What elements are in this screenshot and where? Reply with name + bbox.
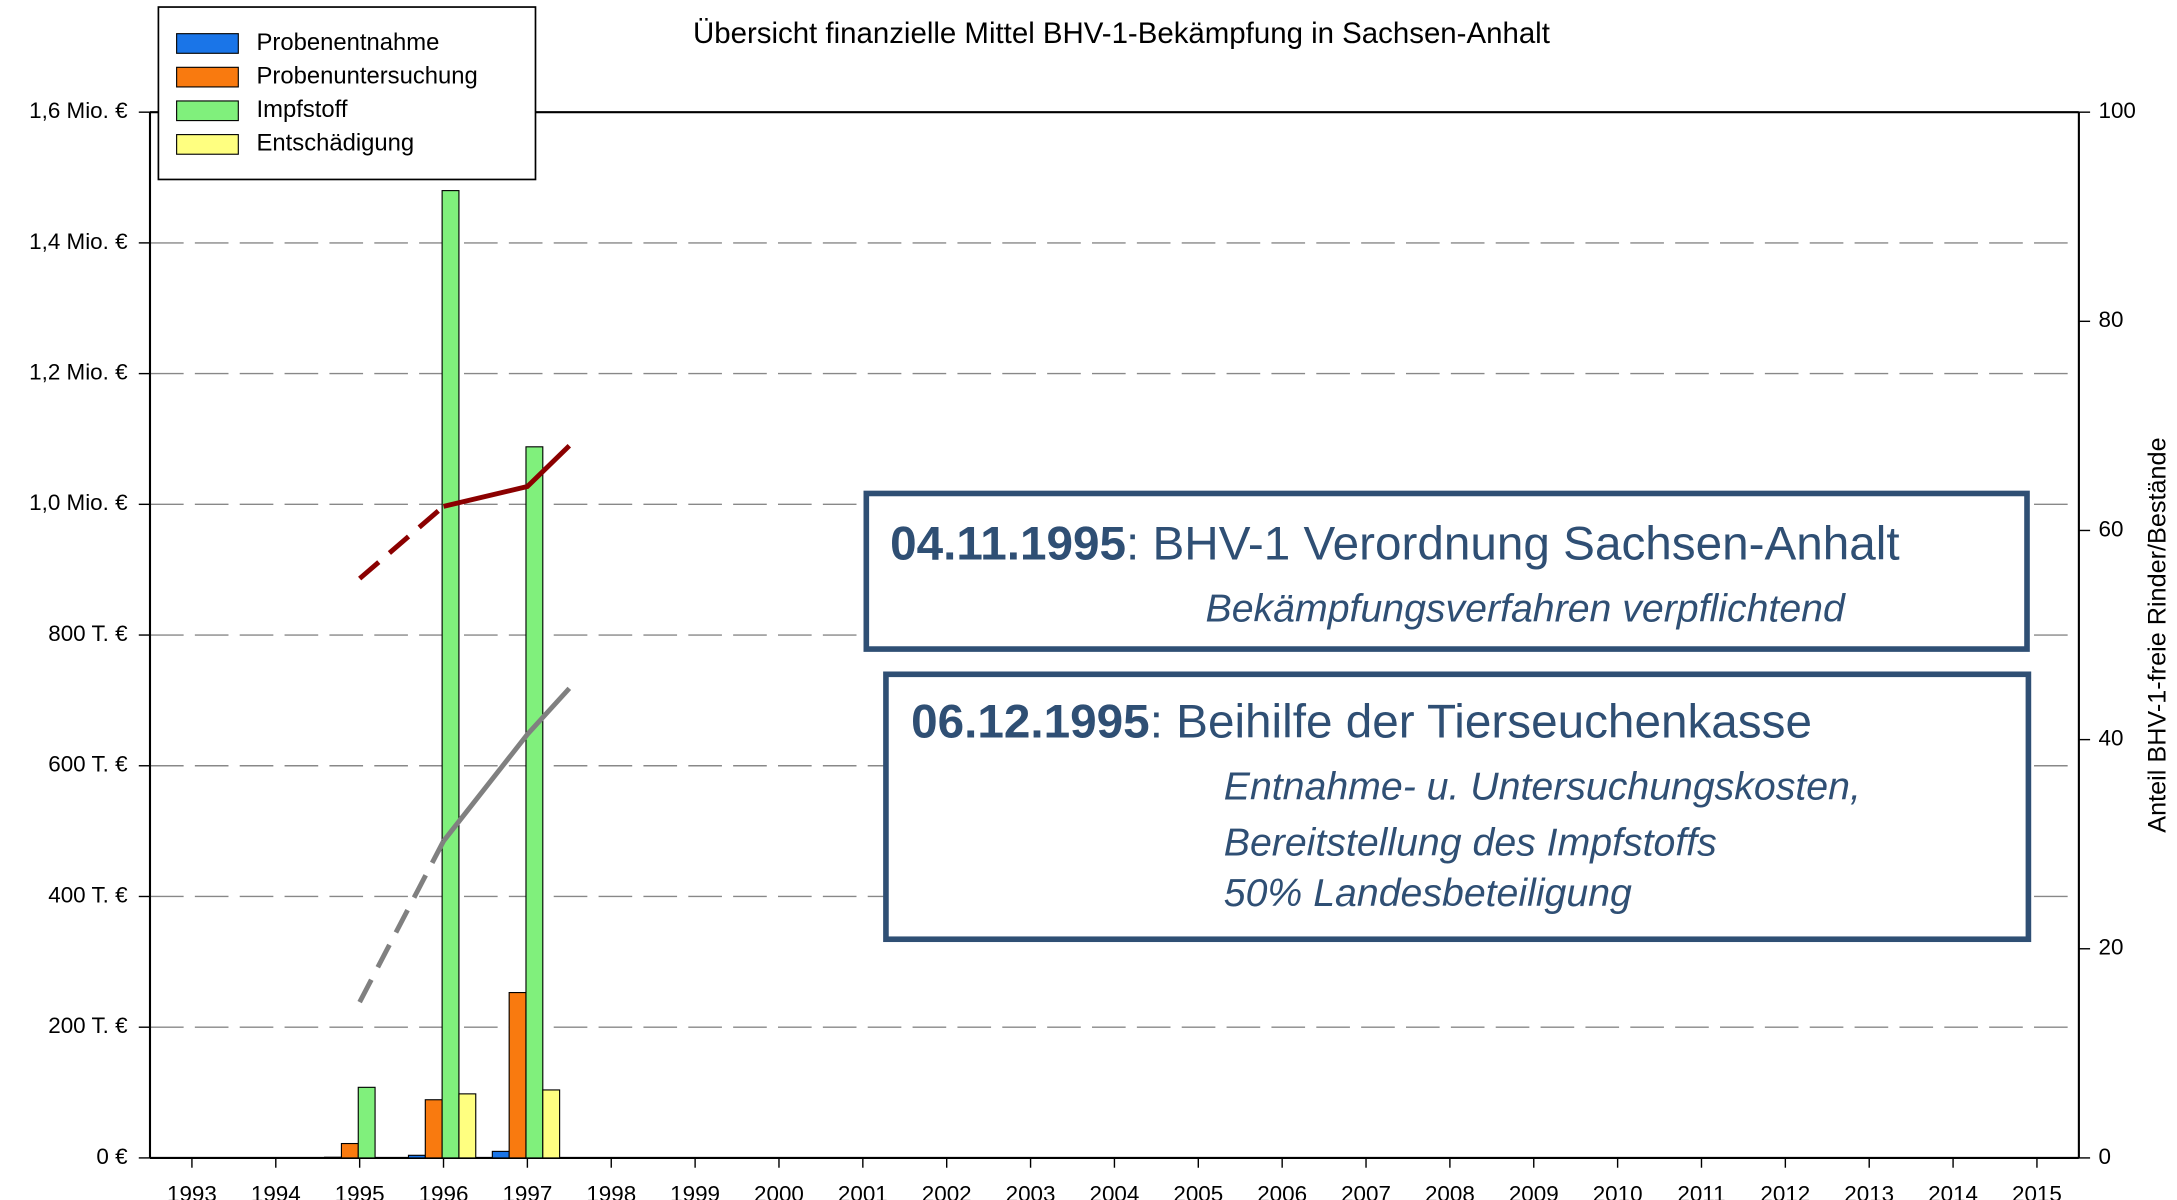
y2-axis-label: Anteil BHV-1-freie Rinder/Bestände [2143,437,2171,832]
x-tick-label: 2006 [1257,1182,1307,1200]
bar [441,190,460,1159]
annotation-heading: 04.11.1995: BHV-1 Verordnung Sachsen-Anh… [890,517,1899,570]
x-tick-label: 2011 [1677,1182,1725,1200]
x-tick-label: 2014 [1928,1182,1978,1200]
annotation-text: : BHV-1 Verordnung Sachsen-Anhalt [1126,517,1900,570]
bar [458,1093,477,1159]
x-tick-label: 2015 [2012,1182,2062,1200]
legend: Probenentnahme Probenuntersuchung Impfstof… [157,6,537,181]
line [441,686,572,843]
bar [407,1154,426,1159]
y2-tick-label: 80 [2098,307,2123,332]
x-tick-label: 1996 [419,1182,469,1200]
line [442,444,572,509]
legend-swatch [176,134,239,155]
x-tick-label: 2010 [1593,1182,1643,1200]
bar [542,1089,561,1159]
y2-tick-label: 60 [2098,516,2123,541]
x-tick-label: 2012 [1760,1182,1810,1200]
legend-swatch [176,66,239,88]
bar [324,1156,342,1159]
x-tick-label: 2000 [754,1182,804,1200]
x-tick-label: 1995 [335,1182,385,1200]
y-tick-label: 1,4 Mio. € [29,229,128,254]
bar [357,1086,376,1159]
annotation-box [863,490,2030,652]
annotation-line: Bereitstellung des Impfstoffs [1224,821,1717,865]
y-tick-label: 1,2 Mio. € [29,360,128,385]
annotation-date: 04.11.1995 [890,517,1126,570]
legend-label: Probenentnahme [257,29,440,56]
y-tick-label: 600 T. € [48,752,128,777]
bar [491,1150,510,1159]
bar [424,1099,443,1159]
annotation-text: : Beihilfe der Tierseuchenkasse [1150,695,1812,748]
legend-swatch [176,100,239,122]
annotation-line: Entnahme- u. Untersuchungskosten, [1224,765,1861,809]
annotation-line: 50% Landesbeteiligung [1224,871,1632,915]
annotation-date: 06.12.1995 [911,695,1150,748]
annotation-box [883,671,2032,943]
x-tick-label: 2013 [1844,1182,1894,1200]
y-tick-label: 200 T. € [48,1013,128,1038]
annotation: 04.11.1995: BHV-1 Verordnung Sachsen-Anh… [863,490,2030,652]
x-tick-label: 2003 [1006,1182,1056,1200]
y2-tick-label: 40 [2098,726,2123,751]
x-tick-label: 1997 [502,1182,552,1200]
x-tick-label: 1998 [586,1182,636,1200]
y-tick-label: 400 T. € [48,882,128,907]
y-tick-label: 1,6 Mio. € [29,98,128,123]
y2-tick-label: 0 [2098,1144,2110,1169]
x-tick-label: 2004 [1090,1182,1140,1200]
line [357,839,446,1004]
x-tick-label: 1993 [167,1182,217,1200]
x-tick-label: 2009 [1509,1182,1559,1200]
bar [340,1142,359,1159]
y2-tick-label: 100 [2098,98,2135,123]
legend-swatch [176,33,239,54]
x-tick-label: 1994 [251,1182,301,1200]
y-tick-label: 0 € [96,1144,128,1169]
x-tick-label: 2008 [1425,1182,1475,1200]
x-tick-label: 2002 [922,1182,972,1200]
annotation-line: Bekämpfungsverfahren verpflichtend [1206,587,1846,631]
bar [525,446,544,1159]
x-tick-label: 1999 [670,1182,720,1200]
y-tick-label: 800 T. € [48,621,128,646]
x-tick-label: 2001 [838,1182,888,1200]
y2-tick-label: 20 [2098,935,2123,960]
legend-label: Entschädigung [257,130,415,157]
legend-label: Probenuntersuchung [257,62,478,89]
annotation-heading: 06.12.1995: Beihilfe der Tierseuchenkass… [911,695,1812,748]
y-tick-label: 1,0 Mio. € [29,490,128,515]
x-tick-label: 2007 [1341,1182,1391,1200]
annotation: 06.12.1995: Beihilfe der Tierseuchenkass… [883,671,2032,943]
chart-title: Übersicht finanzielle Mittel BHV-1-Bekäm… [693,17,1550,50]
line [358,504,446,581]
legend-label: Impfstoff [257,96,348,123]
x-tick-label: 2005 [1173,1182,1223,1200]
bar [508,991,527,1159]
